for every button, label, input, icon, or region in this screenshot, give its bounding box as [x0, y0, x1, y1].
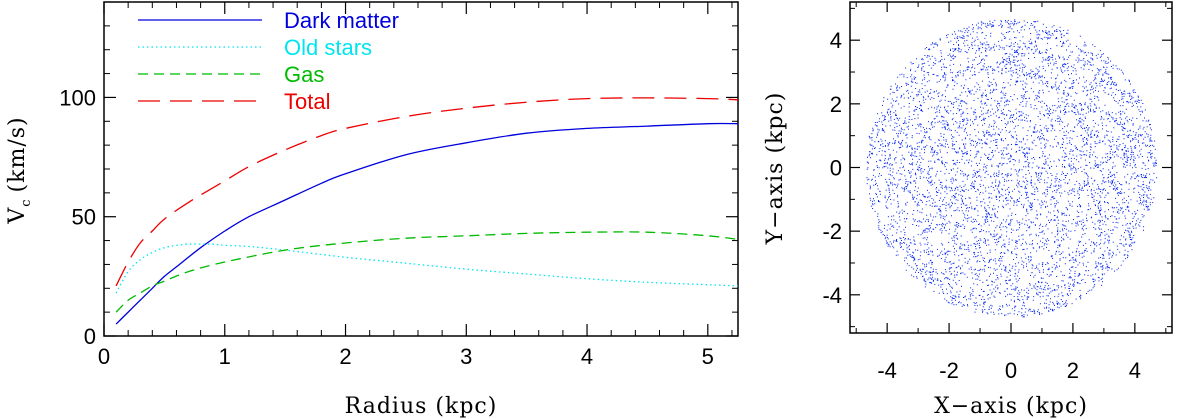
series-line-total [115, 97, 739, 287]
right-x-tick-label: -2 [939, 358, 959, 383]
legend-label: Gas [284, 62, 324, 87]
x-axis-label: Radius (kpc) [345, 394, 498, 419]
x-tick-label: 0 [98, 344, 110, 369]
y-axis-label-subscript: c [19, 198, 34, 206]
right-y-tick-label: -2 [822, 219, 842, 244]
x-tick-label: 1 [219, 344, 231, 369]
x-tick-label: 5 [702, 344, 714, 369]
y-tick-label: 0 [84, 324, 96, 349]
right-y-axis-label: Y−axis (kpc) [763, 92, 788, 246]
legend-label: Dark matter [284, 8, 399, 33]
right-x-tick-label: -4 [877, 358, 897, 383]
right-x-axis-label: X−axis (kpc) [934, 394, 1088, 419]
right-y-tick-label: 2 [830, 92, 842, 117]
particle-points [866, 19, 1158, 318]
series-line-old-stars [115, 243, 739, 294]
y-tick-label: 50 [72, 205, 96, 230]
svg-text:Vc(km/s): Vc (km/s) [5, 116, 34, 224]
legend-label: Total [284, 89, 330, 114]
left-plot-frame [103, 1, 739, 337]
y-axis-label-unit: (km/s) [5, 116, 30, 192]
right-x-tick-label: 2 [1067, 358, 1079, 383]
series-line-gas [115, 231, 739, 313]
x-tick-label: 2 [339, 344, 351, 369]
right-x-tick-label: 0 [1005, 358, 1017, 383]
right-x-tick-label: 4 [1129, 358, 1141, 383]
right-axis-ticks: -4 -2 0 2 4 -4 -2 0 2 4 [822, 2, 1172, 383]
right-y-tick-label: 0 [830, 156, 842, 181]
right-plot-frame [849, 1, 1173, 334]
right-y-tick-label: 4 [830, 28, 842, 53]
y-axis-label: Vc (km/s) [5, 116, 34, 224]
x-tick-label: 4 [581, 344, 593, 369]
left-series-lines [115, 97, 739, 325]
particle-map-panel: -4 -2 0 2 4 -4 -2 0 2 4 X−axis (kpc) Y−axis (kpc) [763, 1, 1173, 419]
right-y-tick-label: -4 [822, 283, 842, 308]
legend-label: Old stars [284, 35, 372, 60]
x-tick-label: 3 [460, 344, 472, 369]
particle-scatter [866, 19, 1158, 318]
y-axis-label-symbol: V [5, 207, 30, 225]
series-line-dark-matter [115, 122, 739, 325]
y-tick-label: 100 [59, 85, 96, 110]
